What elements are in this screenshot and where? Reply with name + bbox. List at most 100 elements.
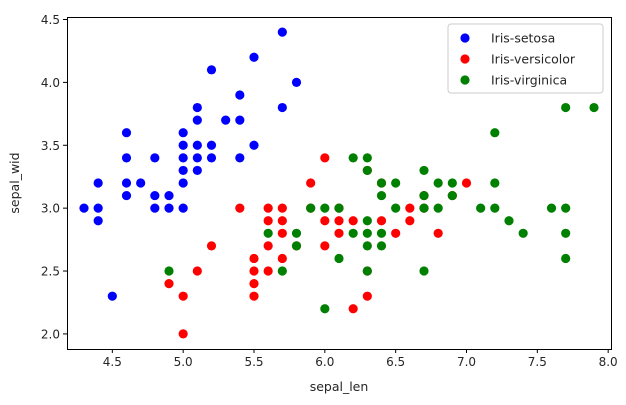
legend-marker — [460, 33, 470, 43]
x-axis-label: sepal_len — [310, 379, 369, 394]
data-point — [121, 190, 132, 201]
y-axis-label: sepal_wid — [7, 152, 22, 213]
data-point — [277, 27, 287, 37]
data-point — [589, 102, 599, 113]
series-iris-virginica — [164, 102, 599, 314]
data-point — [362, 153, 372, 163]
x-tick-label: 5.0 — [174, 355, 193, 369]
data-point — [249, 52, 259, 62]
data-point — [249, 279, 259, 289]
data-point — [178, 329, 188, 339]
legend-label: Iris-setosa — [491, 31, 555, 46]
data-point — [348, 304, 358, 314]
data-point — [376, 228, 387, 238]
data-point — [249, 266, 259, 276]
x-axis-ticks: 4.5 5.0 5.5 6.0 6.5 7.0 7.5 8.0 — [103, 349, 618, 369]
data-point — [320, 153, 330, 163]
data-point — [93, 216, 103, 226]
legend-items: Iris-setosa Iris-versicolor Iris-virginica — [460, 31, 576, 88]
data-point — [164, 266, 174, 276]
data-point — [192, 102, 202, 113]
data-point — [206, 153, 217, 163]
points-layer — [79, 27, 599, 339]
data-point — [405, 216, 415, 226]
data-point — [320, 216, 330, 226]
data-point — [461, 178, 472, 188]
plot-frame — [67, 17, 612, 350]
data-point — [277, 203, 287, 213]
data-point — [192, 266, 202, 276]
data-point — [291, 228, 302, 238]
y-tick-label: 3.0 — [41, 202, 60, 216]
data-point — [334, 216, 344, 226]
x-tick-label: 7.5 — [528, 355, 547, 369]
data-point — [164, 279, 174, 289]
data-point — [561, 102, 571, 113]
data-point — [334, 203, 344, 213]
series-iris-versicolor — [164, 153, 472, 339]
data-point — [334, 228, 344, 238]
data-point — [348, 216, 358, 226]
data-point — [107, 291, 117, 301]
data-point — [178, 128, 188, 138]
data-point — [362, 228, 372, 238]
legend-label: Iris-virginica — [491, 73, 567, 88]
data-point — [263, 266, 273, 276]
data-point — [93, 178, 103, 188]
data-point — [561, 253, 571, 264]
data-point — [263, 216, 273, 226]
data-point — [362, 291, 372, 301]
data-point — [433, 228, 443, 238]
data-point — [235, 90, 245, 100]
data-point — [178, 140, 188, 150]
data-point — [561, 203, 571, 213]
y-tick-label: 2.5 — [41, 265, 60, 279]
data-point — [136, 178, 146, 188]
data-point — [263, 203, 273, 213]
x-tick-label: 4.5 — [103, 355, 122, 369]
data-point — [164, 190, 174, 201]
data-point — [206, 241, 217, 251]
data-point — [504, 216, 514, 226]
data-point — [121, 128, 132, 138]
data-point — [376, 178, 387, 188]
y-tick-label: 4.0 — [41, 76, 60, 90]
data-point — [192, 165, 202, 176]
data-point — [334, 253, 344, 264]
data-point — [376, 190, 387, 201]
data-point — [405, 203, 415, 213]
data-point — [490, 178, 500, 188]
data-point — [490, 203, 500, 213]
data-point — [561, 228, 571, 238]
data-point — [192, 140, 202, 150]
data-point — [277, 102, 287, 113]
data-point — [419, 165, 429, 176]
data-point — [376, 216, 387, 226]
data-point — [277, 253, 287, 264]
data-point — [235, 153, 245, 163]
data-point — [221, 115, 231, 125]
y-tick-label: 3.5 — [41, 139, 60, 153]
y-tick-label: 2.0 — [41, 327, 60, 341]
data-point — [249, 140, 259, 150]
data-point — [362, 216, 372, 226]
y-axis-ticks: 2.0 2.5 3.0 3.5 4.0 4.5 — [41, 13, 67, 341]
data-point — [249, 291, 259, 301]
data-point — [348, 228, 358, 238]
data-point — [362, 266, 372, 276]
data-point — [93, 203, 103, 213]
data-point — [121, 178, 132, 188]
data-point — [419, 190, 429, 201]
legend-box — [447, 23, 604, 94]
data-point — [376, 241, 387, 251]
data-point — [306, 203, 316, 213]
data-point — [306, 178, 316, 188]
data-point — [164, 203, 174, 213]
data-point — [178, 291, 188, 301]
data-point — [476, 203, 486, 213]
legend-marker — [460, 75, 470, 85]
data-point — [362, 165, 372, 176]
data-point — [235, 115, 245, 125]
data-point — [348, 153, 358, 163]
data-point — [490, 128, 500, 138]
